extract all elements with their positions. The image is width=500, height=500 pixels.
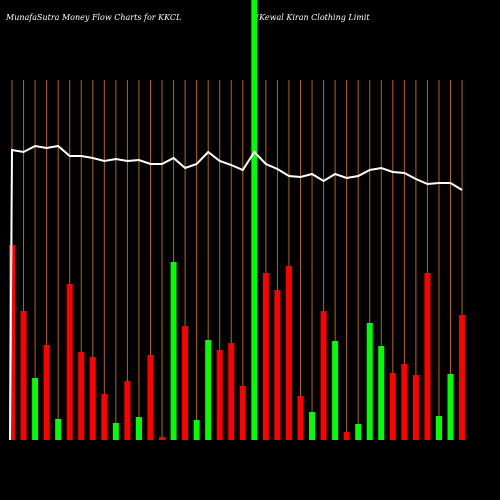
bar bbox=[32, 378, 39, 440]
bar bbox=[239, 386, 246, 440]
chart-subtitle: (Kewal Kiran Clothing Limit bbox=[256, 13, 370, 22]
bar bbox=[193, 420, 200, 440]
bar bbox=[216, 350, 223, 440]
bar bbox=[147, 355, 154, 440]
bar bbox=[366, 323, 373, 440]
bar bbox=[262, 273, 269, 440]
bar bbox=[43, 345, 50, 440]
bar bbox=[101, 394, 108, 440]
bar bbox=[251, 0, 258, 440]
bar bbox=[9, 245, 15, 440]
bar bbox=[112, 423, 119, 440]
bar bbox=[447, 374, 454, 440]
bar bbox=[459, 315, 466, 440]
bar bbox=[424, 273, 431, 440]
bar bbox=[182, 326, 189, 440]
bar bbox=[89, 357, 96, 440]
bar bbox=[320, 311, 327, 440]
bar bbox=[20, 311, 27, 440]
bar bbox=[285, 266, 292, 440]
bar bbox=[401, 364, 408, 440]
bar bbox=[78, 352, 85, 440]
bar bbox=[412, 375, 419, 440]
bar bbox=[170, 262, 177, 440]
bar bbox=[124, 381, 131, 440]
price-line bbox=[9, 144, 463, 441]
bar bbox=[205, 340, 212, 440]
bar bbox=[274, 290, 281, 440]
bar bbox=[332, 341, 339, 440]
bar bbox=[389, 373, 396, 440]
bar bbox=[66, 284, 73, 440]
bar bbox=[435, 416, 442, 440]
bar bbox=[55, 419, 62, 440]
chart-title: MunafaSutra Money Flow Charts for KKCL bbox=[5, 13, 181, 22]
bar bbox=[159, 437, 166, 440]
bar bbox=[228, 343, 235, 440]
bar bbox=[378, 346, 385, 440]
bar bbox=[297, 396, 304, 440]
bar bbox=[309, 412, 316, 440]
bar bbox=[135, 417, 142, 440]
bar bbox=[343, 432, 350, 440]
bar bbox=[355, 424, 362, 440]
